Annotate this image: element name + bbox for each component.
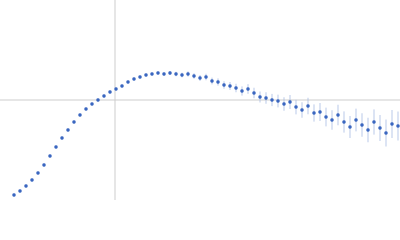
point — [24, 184, 28, 188]
point — [120, 84, 124, 88]
point — [288, 100, 292, 104]
point — [312, 111, 316, 115]
point — [330, 118, 334, 122]
point — [18, 189, 22, 193]
point — [54, 145, 58, 149]
point — [102, 94, 106, 98]
point — [324, 115, 328, 119]
point — [318, 110, 322, 114]
point — [84, 107, 88, 111]
point — [192, 74, 196, 78]
point — [150, 72, 154, 76]
point — [372, 120, 376, 124]
point — [96, 98, 100, 102]
point — [126, 80, 130, 84]
point — [180, 73, 184, 77]
point — [384, 131, 388, 135]
point — [168, 71, 172, 75]
point — [216, 80, 220, 84]
point — [270, 98, 274, 102]
point — [222, 83, 226, 87]
point — [366, 128, 370, 132]
point — [210, 79, 214, 83]
point — [342, 120, 346, 124]
point — [138, 75, 142, 79]
point — [396, 124, 400, 128]
point — [36, 171, 40, 175]
point — [378, 126, 382, 130]
point — [246, 87, 250, 91]
point — [174, 72, 178, 76]
point — [114, 87, 118, 91]
point — [186, 72, 190, 76]
chart — [0, 0, 400, 200]
page: {"chart_data": {"type": "scatter", "xlim… — [0, 0, 400, 200]
point — [132, 77, 136, 81]
point — [156, 71, 160, 75]
point — [78, 113, 82, 117]
point — [348, 125, 352, 129]
point — [12, 193, 16, 197]
point — [204, 75, 208, 79]
point — [48, 154, 52, 158]
point — [108, 90, 112, 94]
point — [198, 76, 202, 80]
point — [336, 113, 340, 117]
point — [42, 163, 46, 167]
point — [30, 178, 34, 182]
point — [258, 95, 262, 99]
point — [360, 123, 364, 127]
point — [162, 72, 166, 76]
point — [234, 86, 238, 90]
point — [306, 104, 310, 108]
point — [264, 96, 268, 100]
point — [282, 102, 286, 106]
point — [228, 84, 232, 88]
point — [294, 105, 298, 109]
point — [72, 120, 76, 124]
point — [60, 136, 64, 140]
point — [354, 118, 358, 122]
point — [240, 89, 244, 93]
point — [66, 128, 70, 132]
point — [90, 102, 94, 106]
point — [252, 91, 256, 95]
point — [300, 108, 304, 112]
point — [390, 122, 394, 126]
point — [276, 99, 280, 103]
point — [144, 73, 148, 77]
